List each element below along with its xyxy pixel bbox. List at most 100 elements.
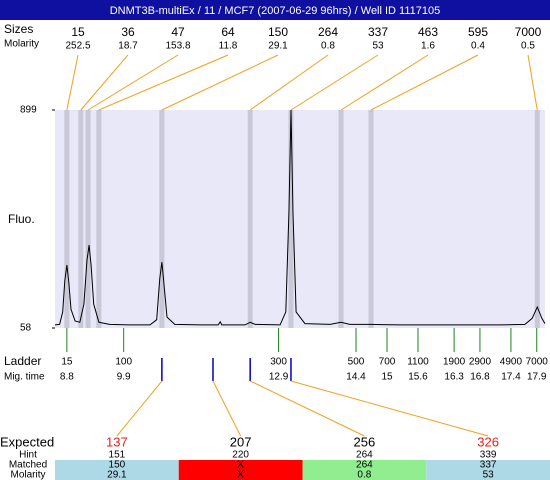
peak-connector bbox=[80, 54, 129, 111]
expected-connector bbox=[212, 380, 242, 437]
peak-size: 7000 bbox=[515, 25, 542, 39]
ladder-size: 1100 bbox=[407, 357, 429, 368]
hint-value: 264 bbox=[356, 450, 373, 461]
peak-band bbox=[288, 110, 294, 328]
sizes-label: Sizes bbox=[4, 22, 33, 36]
peak-size: 463 bbox=[418, 25, 438, 39]
ladder-size: 7000 bbox=[526, 357, 549, 368]
peak-molarity: 153.8 bbox=[165, 41, 190, 52]
matched-cell bbox=[55, 460, 179, 480]
peak-connector bbox=[527, 54, 538, 111]
molarity-label: Molarity bbox=[4, 39, 39, 50]
peak-size: 595 bbox=[468, 25, 488, 39]
peak-size: 15 bbox=[71, 25, 85, 39]
ladder-size: 300 bbox=[270, 357, 287, 368]
peak-size: 36 bbox=[121, 25, 135, 39]
peak-band bbox=[64, 110, 70, 328]
peak-molarity: 1.6 bbox=[421, 41, 435, 52]
matched-molarity: X bbox=[237, 470, 244, 480]
ladder-mig-time: 15 bbox=[381, 372, 393, 383]
ladder-size: 100 bbox=[115, 357, 132, 368]
peak-size: 47 bbox=[171, 25, 185, 39]
y-tick-label: 58 bbox=[20, 323, 32, 334]
matched-value: 150 bbox=[109, 460, 126, 471]
ladder-size: 500 bbox=[348, 357, 365, 368]
expected-value: 137 bbox=[106, 434, 128, 449]
ladder-size: 2900 bbox=[469, 357, 492, 368]
ladder-mig-time: 16.3 bbox=[444, 372, 464, 383]
peak-band bbox=[338, 110, 344, 328]
expected-value: 207 bbox=[230, 434, 252, 449]
peak-band bbox=[78, 110, 84, 328]
peak-size: 150 bbox=[268, 25, 288, 39]
peak-band bbox=[368, 110, 374, 328]
ladder-mig-time: 15.6 bbox=[408, 372, 428, 383]
peak-molarity: 0.4 bbox=[471, 41, 485, 52]
peak-band bbox=[247, 110, 253, 328]
peak-band bbox=[96, 110, 102, 328]
hint-value: 151 bbox=[109, 450, 126, 461]
peak-band bbox=[534, 110, 540, 328]
peak-band bbox=[85, 110, 91, 328]
matched-cell bbox=[302, 460, 427, 480]
peak-connector bbox=[340, 54, 429, 111]
peak-band bbox=[159, 110, 165, 328]
peak-connector bbox=[370, 54, 479, 111]
peak-molarity: 11.8 bbox=[219, 41, 238, 52]
hint-value: 220 bbox=[232, 450, 249, 461]
y-tick-label: 899 bbox=[20, 105, 37, 116]
ladder-size: 1900 bbox=[443, 357, 466, 368]
ladder-label: Ladder bbox=[4, 354, 41, 368]
peak-size: 64 bbox=[221, 25, 235, 39]
peak-molarity: 0.5 bbox=[521, 41, 535, 52]
matched-cell bbox=[178, 460, 303, 480]
hint-value: 339 bbox=[480, 450, 497, 461]
peak-size: 337 bbox=[368, 25, 388, 39]
expected-connector bbox=[290, 380, 489, 437]
mig-time-label: Mig. time bbox=[4, 372, 45, 383]
y-label: Fluo. bbox=[8, 212, 35, 226]
peak-molarity: 53 bbox=[372, 41, 384, 52]
title: DNMT3B-multiEx / 11 / MCF7 (2007-06-29 9… bbox=[110, 5, 441, 17]
ladder-mig-time: 14.4 bbox=[346, 372, 366, 383]
expected-label: Expected bbox=[0, 434, 54, 449]
peak-size: 264 bbox=[318, 25, 338, 39]
matched-value: X bbox=[237, 460, 244, 471]
plot-area bbox=[55, 110, 545, 328]
peak-molarity: 0.8 bbox=[321, 41, 335, 52]
ladder-size: 15 bbox=[61, 357, 73, 368]
peak-connector bbox=[87, 54, 179, 111]
peak-connector bbox=[66, 54, 79, 111]
peak-connector bbox=[161, 54, 279, 111]
ladder-size: 700 bbox=[379, 357, 396, 368]
hint-label: Hint bbox=[19, 450, 37, 461]
expected-molarity-label: Molarity bbox=[10, 470, 45, 480]
peak-molarity: 29.1 bbox=[268, 41, 288, 52]
ladder-mig-time: 12.9 bbox=[269, 372, 289, 383]
matched-molarity: 29.1 bbox=[107, 470, 127, 480]
matched-molarity: 53 bbox=[483, 470, 495, 480]
expected-value: 256 bbox=[354, 434, 376, 449]
matched-value: 337 bbox=[480, 460, 497, 471]
ladder-mig-time: 16.8 bbox=[470, 372, 490, 383]
peak-molarity: 252.5 bbox=[65, 41, 90, 52]
matched-label: Matched bbox=[9, 460, 47, 471]
expected-connector bbox=[116, 380, 163, 437]
peak-connector bbox=[98, 54, 229, 111]
peak-connector bbox=[249, 54, 329, 111]
matched-cell bbox=[426, 460, 550, 480]
ladder-mig-time: 17.9 bbox=[527, 372, 547, 383]
ladder-mig-time: 8.8 bbox=[60, 372, 74, 383]
trace bbox=[54, 109, 546, 326]
peak-molarity: 18.7 bbox=[118, 41, 138, 52]
ladder-mig-time: 17.4 bbox=[501, 372, 521, 383]
matched-value: 264 bbox=[356, 460, 373, 471]
expected-value: 326 bbox=[477, 434, 499, 449]
ladder-size: 4900 bbox=[500, 357, 523, 368]
peak-connector bbox=[290, 54, 379, 111]
title-bar bbox=[0, 0, 550, 20]
matched-molarity: 0.8 bbox=[357, 470, 371, 480]
ladder-mig-time: 9.9 bbox=[117, 372, 131, 383]
